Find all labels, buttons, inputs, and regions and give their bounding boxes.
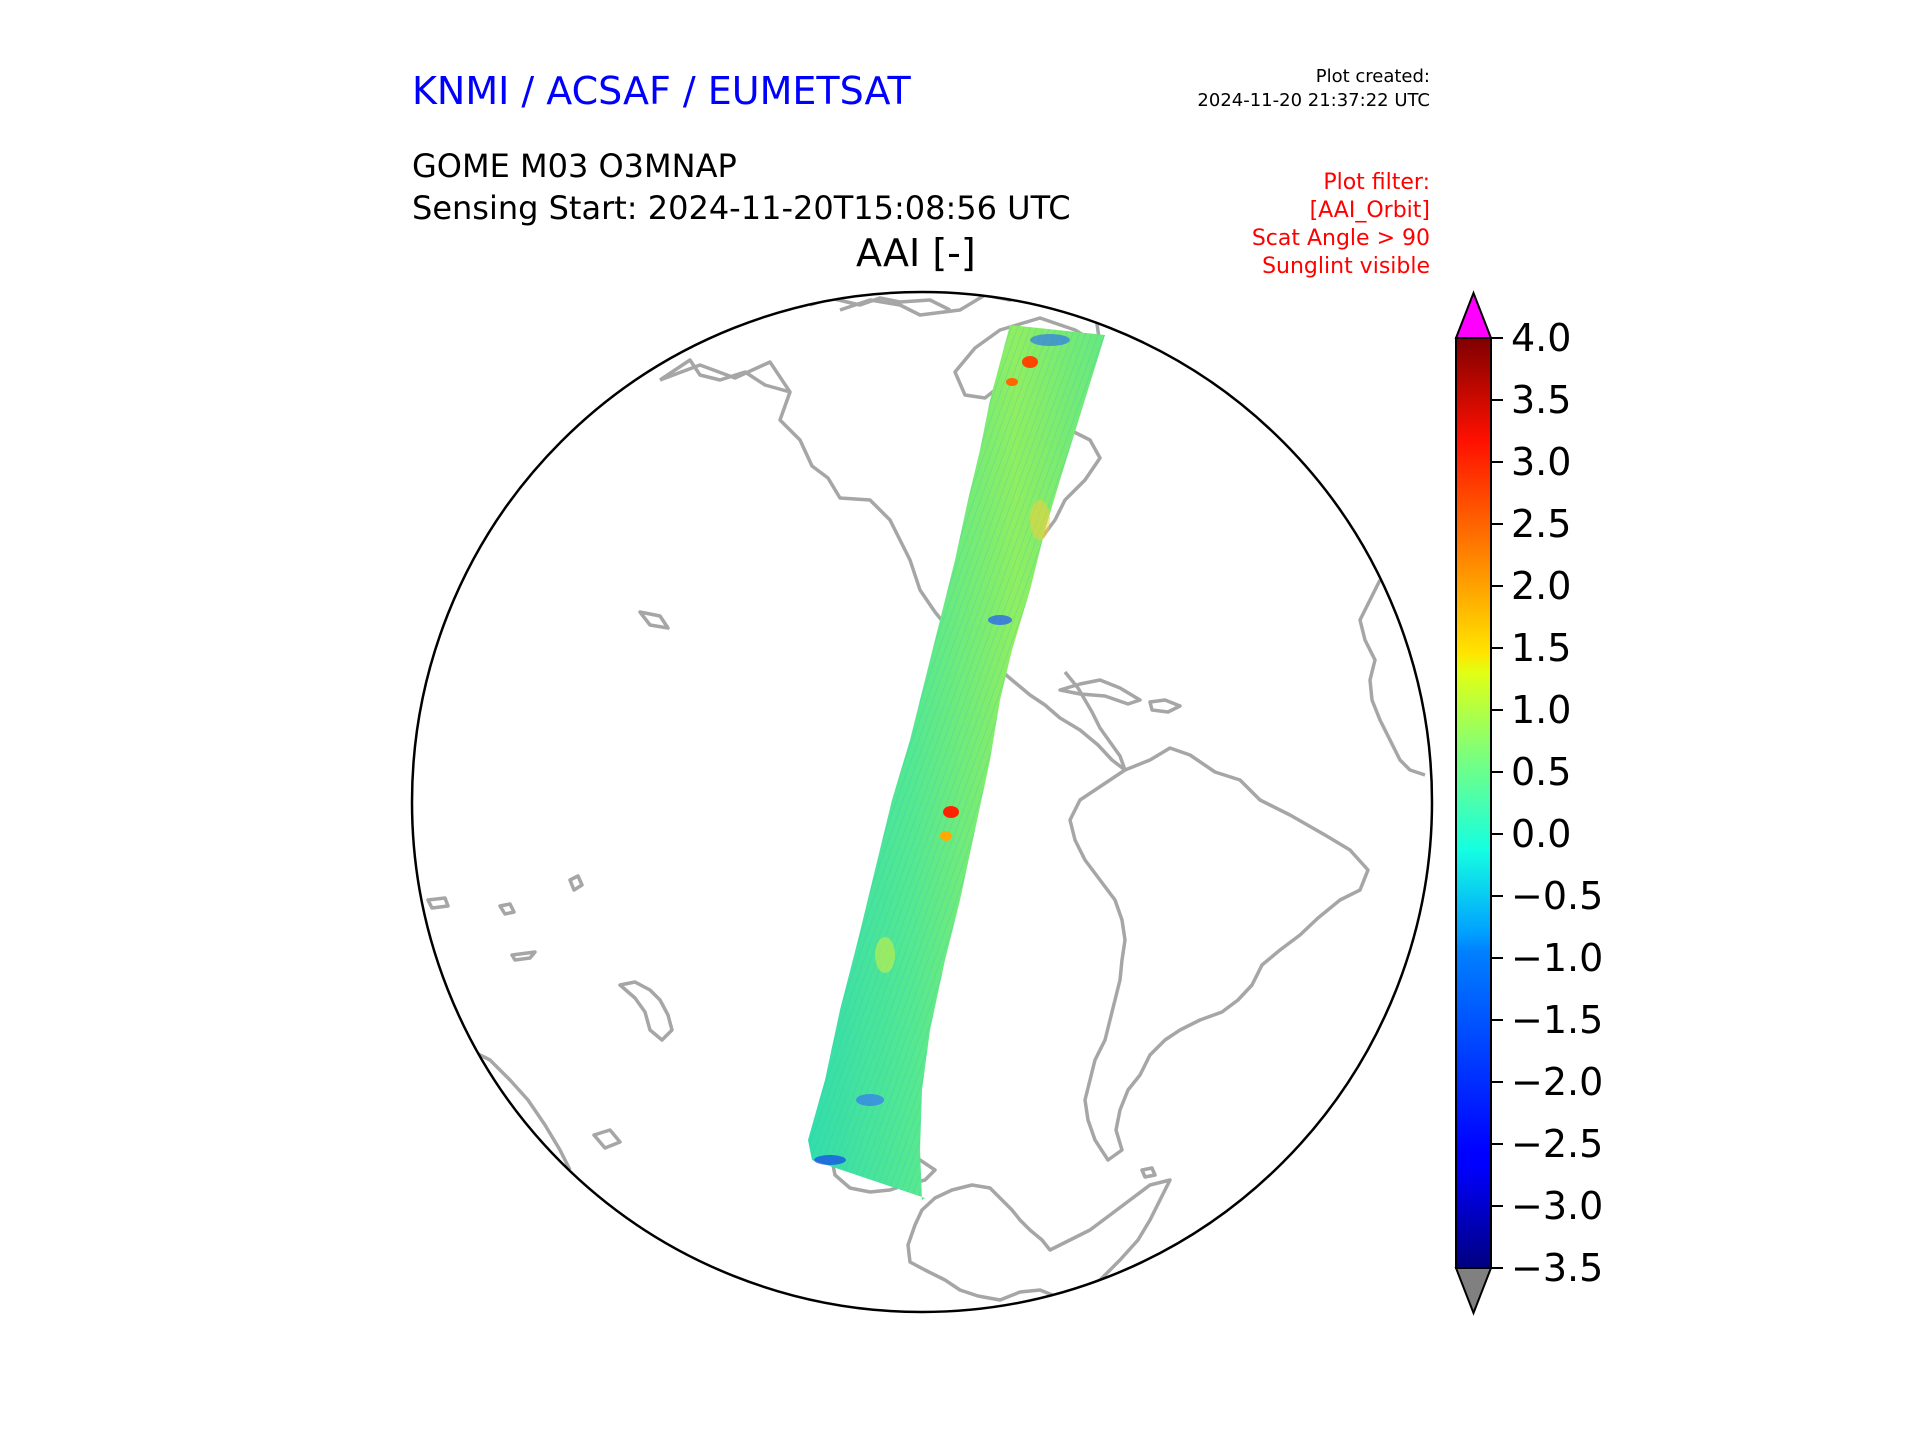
coastline-south-america <box>1068 746 1370 1162</box>
colorbar-tick-label: 2.0 <box>1511 564 1571 608</box>
satellite-swath <box>808 325 1105 1200</box>
coastline-falklands <box>1140 1166 1157 1179</box>
coastline-pacific-island <box>638 610 670 630</box>
colorbar-tick-label: −2.0 <box>1511 1060 1603 1104</box>
plot-filter-line: Scat Angle > 90 <box>1251 226 1430 251</box>
globe-content <box>419 292 1426 1302</box>
coastline-antarctica <box>906 1178 1172 1302</box>
swath-texture <box>808 325 1105 1200</box>
coastline-pacific-island <box>498 902 516 916</box>
coastline-australia <box>419 1038 572 1171</box>
aai-lowspot <box>988 615 1012 625</box>
organization-title: KNMI / ACSAF / EUMETSAT <box>412 69 911 113</box>
plot-filter-line: Plot filter: <box>1323 170 1430 195</box>
aai-hotspot <box>1022 356 1038 368</box>
coastline-pacific-island <box>510 950 537 962</box>
colorbar-tick-label: 0.0 <box>1511 812 1571 856</box>
variable-title: AAI [-] <box>856 231 976 275</box>
colorbar-tick-label: 2.5 <box>1511 502 1571 546</box>
plot-created-label: Plot created: <box>1315 66 1430 87</box>
plot-created-time: 2024-11-20 21:37:22 UTC <box>1197 90 1430 111</box>
aai-hotspot <box>940 831 952 841</box>
colorbar-tick-label: −0.5 <box>1511 874 1603 918</box>
colorbar-tick-label: −1.0 <box>1511 936 1603 980</box>
aai-hotspot <box>1006 378 1018 386</box>
colorbar-under-triangle <box>1454 1267 1493 1316</box>
coastline-hispaniola <box>1148 698 1182 714</box>
colorbar-tick-label: −1.5 <box>1511 998 1603 1042</box>
plot-filter-line: [AAI_Orbit] <box>1309 198 1430 223</box>
sensing-start: Sensing Start: 2024-11-20T15:08:56 UTC <box>412 189 1071 227</box>
coastline-new-zealand <box>618 980 674 1042</box>
plot-filter-line: Sunglint visible <box>1262 254 1430 279</box>
colorbar-tick-label: −3.0 <box>1511 1184 1603 1228</box>
globe-outline <box>410 290 1434 1314</box>
aai-highspot <box>1030 500 1050 540</box>
colorbar-ticks: 4.0 3.5 3.0 2.5 2.0 1.5 1.0 0.5 0.0 −0.5 −1.0 −1.5 −… <box>1491 316 1603 1290</box>
colorbar-tick-label: 1.5 <box>1511 626 1571 670</box>
aai-hotspot <box>943 806 959 818</box>
aai-lowspot <box>814 1155 846 1165</box>
colorbar-tick-label: 1.0 <box>1511 688 1571 732</box>
colorbar-gradient <box>1455 337 1492 1269</box>
colorbar: 4.0 3.5 3.0 2.5 2.0 1.5 1.0 0.5 0.0 −0.5 −1.0 −1.5 −… <box>1454 290 1603 1316</box>
colorbar-tick-label: 4.0 <box>1511 316 1571 360</box>
coastline-pacific-island <box>426 896 450 910</box>
coastline-africa <box>1358 579 1426 777</box>
product-title: GOME M03 O3MNAP <box>412 147 737 185</box>
colorbar-tick-label: 3.5 <box>1511 378 1571 422</box>
colorbar-over-triangle <box>1454 290 1493 339</box>
coastline-alaska <box>659 358 791 394</box>
colorbar-tick-label: −2.5 <box>1511 1122 1603 1166</box>
coastline-central-america <box>996 666 1127 772</box>
coastline-pacific-island <box>568 874 584 892</box>
colorbar-tick-label: 0.5 <box>1511 750 1571 794</box>
colorbar-tick-label: 3.0 <box>1511 440 1571 484</box>
coastline-pacific-island <box>592 1128 622 1150</box>
colorbar-tick-label: −3.5 <box>1511 1246 1603 1290</box>
coastline-cuba <box>1058 678 1142 706</box>
aai-lowspot <box>856 1094 884 1106</box>
aai-lowspot <box>1030 334 1070 346</box>
aai-highspot <box>875 937 895 973</box>
